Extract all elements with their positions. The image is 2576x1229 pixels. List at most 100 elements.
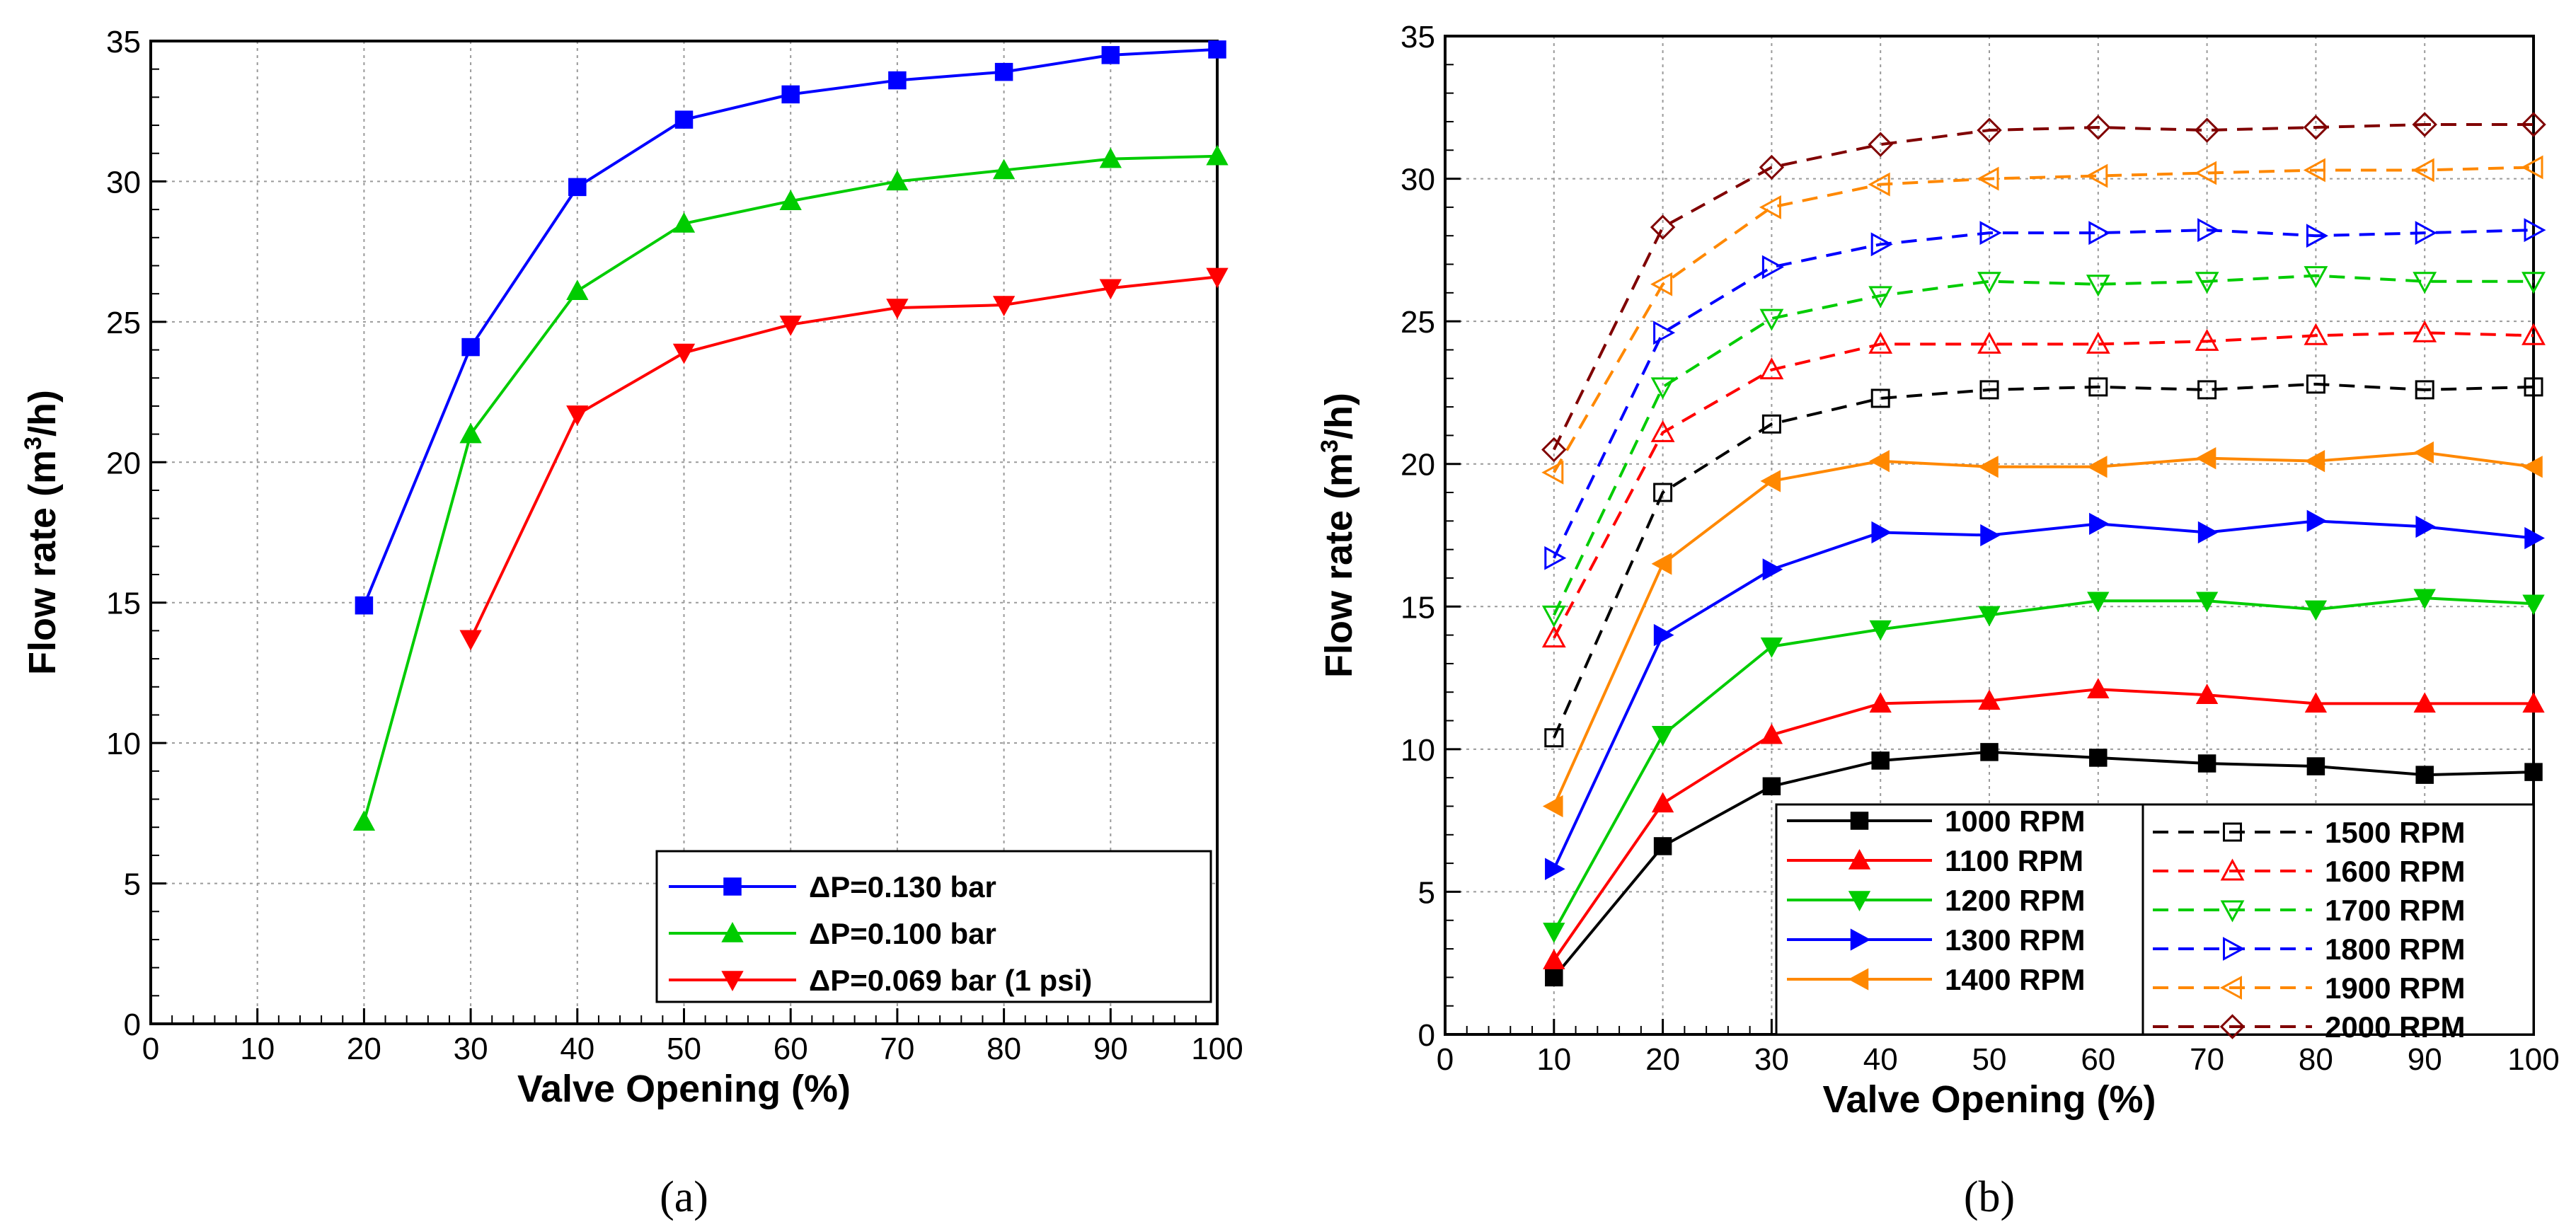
data-point xyxy=(2304,600,2328,621)
legend-b-entry-marker xyxy=(1850,928,1871,951)
data-point xyxy=(2306,509,2328,533)
data-point xyxy=(1760,637,1783,658)
data-point xyxy=(2195,683,2219,705)
data-point xyxy=(886,299,909,319)
data-point xyxy=(2524,218,2546,243)
y-axis-label: Flow rate (m3/h) xyxy=(1316,393,1360,678)
y-tick-label: 0 xyxy=(1418,1018,1435,1053)
y-axis-label-base: Flow rate (m xyxy=(1318,453,1360,678)
data-point xyxy=(1206,144,1229,166)
x-tick-label: 90 xyxy=(1093,1032,1128,1066)
data-point xyxy=(461,337,480,357)
data-point xyxy=(2412,158,2434,183)
data-point xyxy=(2524,526,2545,550)
data-point xyxy=(1762,558,1783,581)
data-point xyxy=(2522,594,2545,616)
y-axis-label: Flow rate (m3/h) xyxy=(20,390,64,675)
data-point xyxy=(1977,331,2001,354)
data-point xyxy=(2303,115,2329,140)
data-point xyxy=(1978,689,2001,710)
data-point xyxy=(2195,592,2219,613)
data-point xyxy=(2412,112,2437,137)
data-point xyxy=(2522,456,2543,478)
series-line xyxy=(1552,519,2534,870)
data-point xyxy=(1979,380,1999,400)
y-axis-label-tail: /h) xyxy=(1318,393,1360,439)
data-point xyxy=(568,178,587,197)
data-point xyxy=(994,62,1013,81)
x-tick-label: 10 xyxy=(1536,1042,1571,1077)
legend-b-box xyxy=(1775,803,2535,1036)
data-point xyxy=(1541,625,1566,648)
x-tick-label: 0 xyxy=(142,1032,159,1066)
data-point xyxy=(1099,147,1122,168)
y-axis-label-tail: /h) xyxy=(21,390,64,437)
data-point xyxy=(2086,115,2111,140)
data-point xyxy=(2086,163,2108,188)
series-line xyxy=(1553,166,2534,473)
data-point xyxy=(1650,272,1673,296)
data-point xyxy=(1978,606,2001,627)
legend-a: ΔP=0.130 bar ΔP=0.100 bar ΔP=0.069 bar (1 … xyxy=(655,850,1212,1003)
data-point xyxy=(1651,792,1674,813)
data-point xyxy=(1653,837,1672,855)
data-point xyxy=(2087,678,2110,698)
data-point xyxy=(1979,221,2002,246)
data-point xyxy=(2197,521,2219,544)
x-tick-label: 40 xyxy=(1863,1042,1898,1077)
series-line xyxy=(1553,122,2534,451)
y-tick-label: 15 xyxy=(106,587,141,621)
x-tick-label: 70 xyxy=(2190,1042,2224,1077)
y-tick-label: 20 xyxy=(1401,448,1435,483)
legend-b-entry-label: 1400 RPM xyxy=(1945,963,2085,996)
x-tick-label: 60 xyxy=(2081,1042,2115,1077)
data-point xyxy=(1759,154,1785,180)
x-axis-label: Valve Opening (%) xyxy=(1822,1078,2156,1121)
data-point xyxy=(2306,224,2328,248)
legend-b-entry-label: 1800 RPM xyxy=(2325,933,2465,966)
data-point xyxy=(1650,420,1675,442)
y-tick-label: 10 xyxy=(1401,733,1435,768)
figure-caption: (a) xyxy=(660,1173,708,1221)
data-point xyxy=(1761,255,1784,279)
data-point xyxy=(1545,858,1565,880)
x-tick-label: 100 xyxy=(2507,1042,2559,1077)
data-point xyxy=(2524,377,2543,397)
data-point xyxy=(1653,623,1674,647)
series-line xyxy=(1552,451,2534,807)
x-tick-label: 30 xyxy=(454,1032,488,1066)
data-point xyxy=(1544,728,1564,748)
y-tick-label: 5 xyxy=(1418,875,1435,910)
data-point xyxy=(2413,320,2437,342)
x-tick-label: 30 xyxy=(1754,1042,1789,1077)
data-point xyxy=(1650,214,1676,240)
data-point xyxy=(1542,795,1563,818)
data-point xyxy=(1544,546,1567,570)
data-point xyxy=(1545,968,1563,987)
series-line xyxy=(1553,750,2534,979)
data-point xyxy=(1869,450,1890,473)
data-point xyxy=(2522,692,2545,713)
data-point xyxy=(1980,743,1999,761)
legend-b-entry-label: 1600 RPM xyxy=(2325,855,2465,888)
data-point xyxy=(2087,592,2110,613)
data-point xyxy=(1759,357,1784,380)
data-point xyxy=(2306,374,2325,394)
legend-a-entry-marker xyxy=(721,971,744,991)
data-point xyxy=(781,85,800,104)
data-point xyxy=(1870,232,1893,257)
y-tick-label: 15 xyxy=(1401,590,1435,625)
data-point xyxy=(1543,949,1565,969)
data-point xyxy=(1206,267,1229,289)
x-tick-label: 50 xyxy=(1972,1042,2007,1077)
data-point xyxy=(1650,377,1675,400)
data-point xyxy=(2304,266,2328,289)
data-point xyxy=(672,212,696,233)
data-point xyxy=(1868,172,1890,197)
chart-b: 0 10 20 30 40 50 60 70 80 90 100 0 5 10 15 20 25 30 35 Valv… xyxy=(1316,20,2560,1221)
data-point xyxy=(1870,388,1890,408)
legend-b-entry-label: 1100 RPM xyxy=(1945,844,2083,877)
data-point xyxy=(2086,275,2110,297)
data-point xyxy=(992,158,1016,180)
